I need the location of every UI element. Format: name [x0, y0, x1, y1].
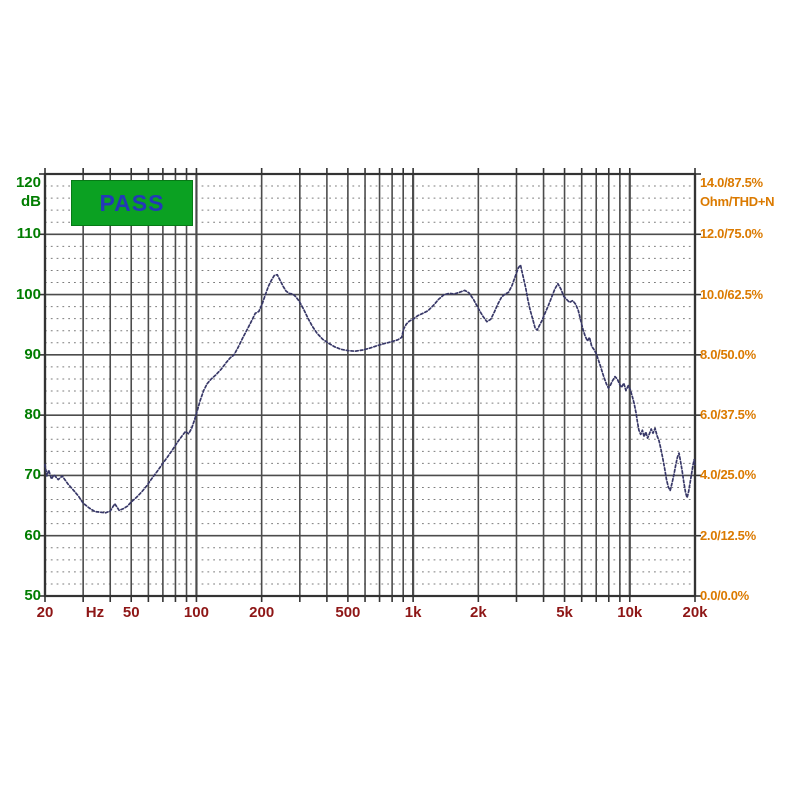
x-axis-label: 500 [335, 604, 361, 621]
y-axis-label: 120 [15, 174, 41, 191]
pass-status-badge: PASS [71, 180, 193, 226]
right-axis-label: 14.0/87.5% [700, 175, 763, 190]
y-axis-label: 110 [16, 225, 41, 243]
right-axis-label: 8.0/50.0% [700, 346, 756, 362]
x-axis-label: 10k [617, 604, 643, 621]
y-axis-label: 90 [24, 345, 41, 363]
right-axis-label: 6.0/37.5% [700, 407, 756, 423]
x-axis-label: 200 [249, 604, 275, 621]
x-axis-label: 1k [404, 604, 422, 621]
x-axis-label: 50 [122, 604, 140, 621]
y-axis-label: 70 [24, 466, 41, 484]
x-axis-label: 20k [682, 604, 708, 621]
x-axis-label: 100 [183, 604, 209, 621]
y-axis-label: 100 [15, 285, 41, 303]
right-axis-label: 12.0/75.0% [700, 226, 763, 242]
response-curve [44, 264, 696, 514]
plot-border [43, 172, 697, 598]
right-axis-label: 10.0/62.5% [700, 286, 763, 302]
x-axis-label: 2k [469, 604, 487, 621]
pass-status-label: PASS [99, 189, 165, 216]
right-axis-unit-label: Ohm/THD+N [700, 194, 775, 209]
x-axis-label: Hz [85, 604, 105, 621]
y-axis-label: 50 [24, 587, 41, 604]
right-axis-label: 4.0/25.0% [700, 467, 756, 483]
x-axis-label: 5k [556, 604, 573, 621]
y-axis-label: 80 [24, 406, 41, 424]
x-axis-label: 20 [36, 604, 54, 621]
right-axis-label: 0.0/0.0% [700, 588, 749, 603]
y-axis-label: 60 [24, 526, 41, 544]
right-axis-label: 2.0/12.5% [700, 527, 756, 543]
left-axis-unit-label: dB [21, 193, 41, 210]
